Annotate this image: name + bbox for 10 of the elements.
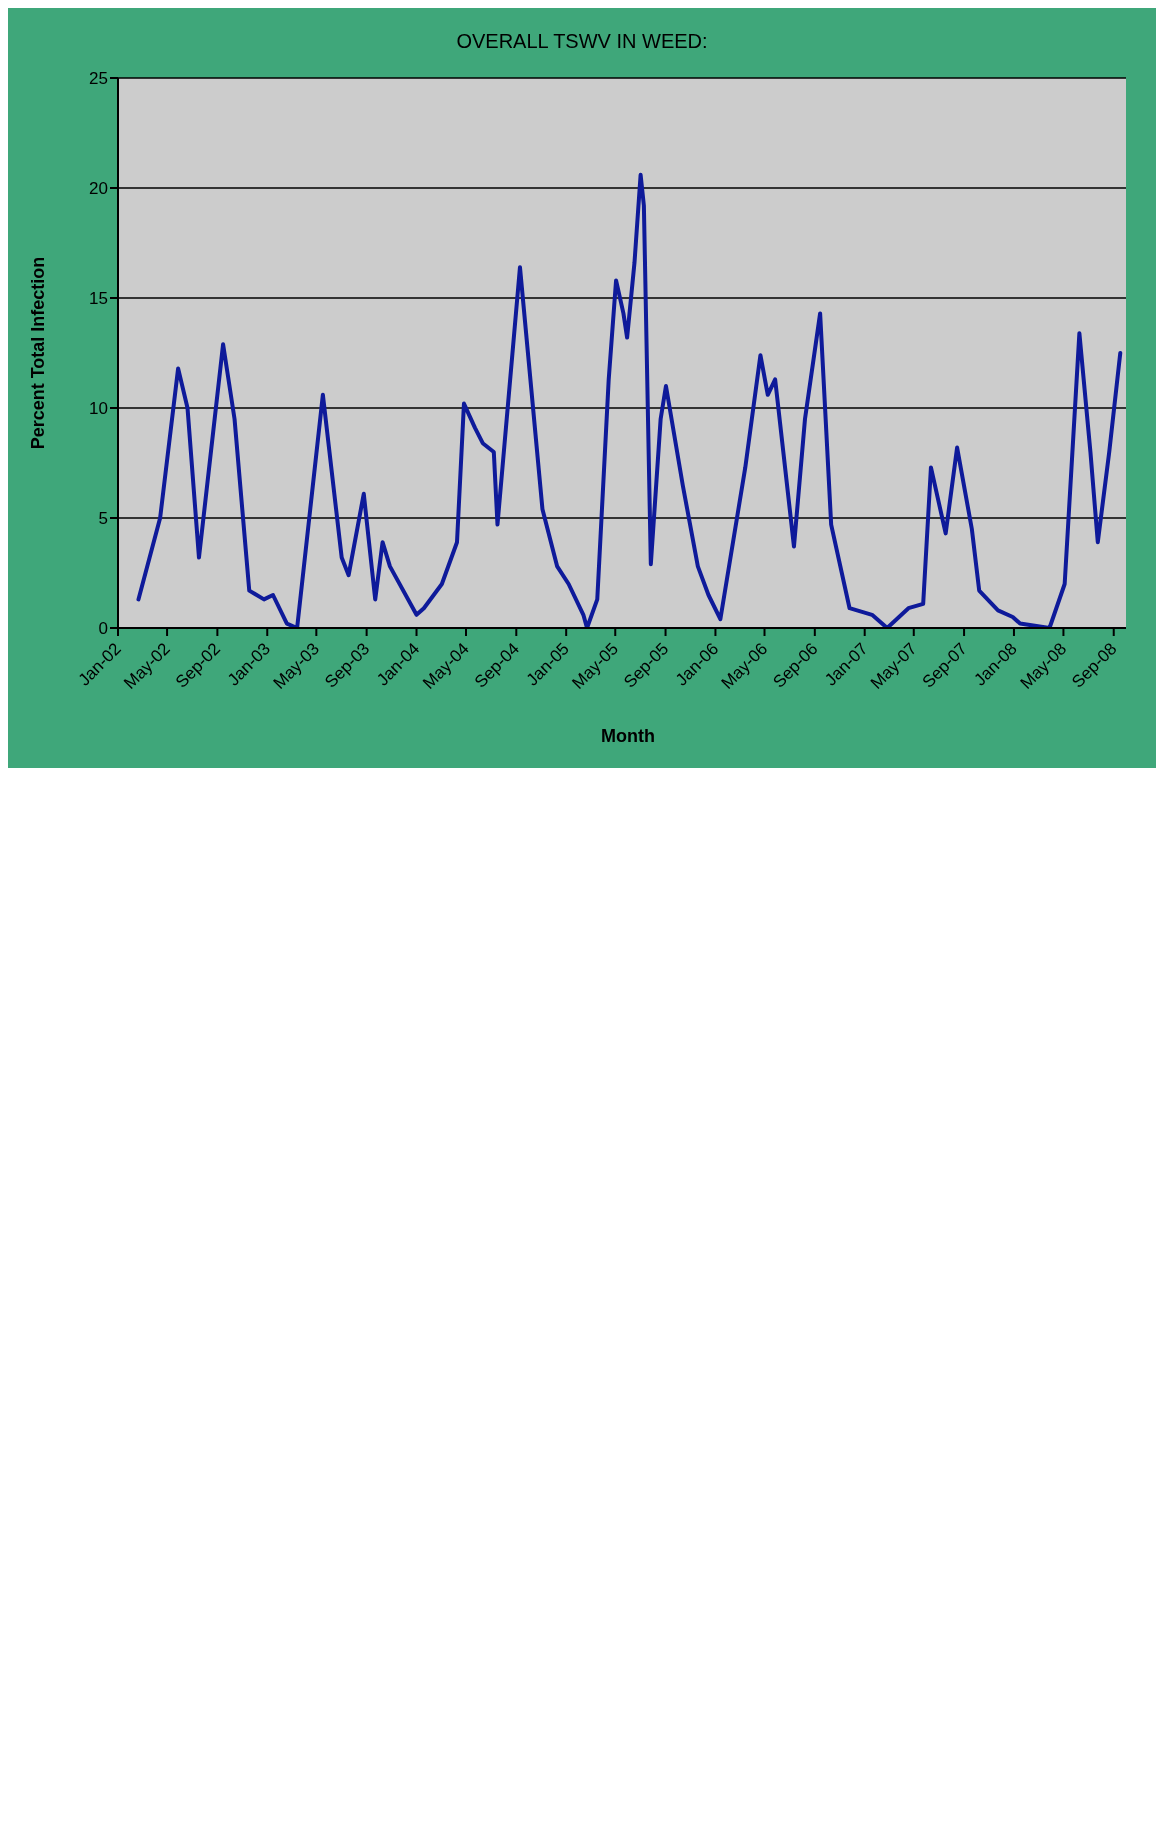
- y-tick-label: 25: [89, 69, 108, 89]
- x-axis-title: Month: [601, 725, 655, 747]
- y-tick-label: 20: [89, 179, 108, 199]
- y-tick-label: 5: [98, 509, 108, 529]
- line-series: [136, 172, 1123, 628]
- y-axis-title: Percent Total Infection: [27, 256, 49, 450]
- chart-title: OVERALL TSWV IN WEED:: [455, 30, 709, 53]
- y-tick-label: 10: [89, 399, 108, 419]
- y-tick-label: 0: [98, 619, 108, 639]
- y-tick-label: 15: [89, 289, 108, 309]
